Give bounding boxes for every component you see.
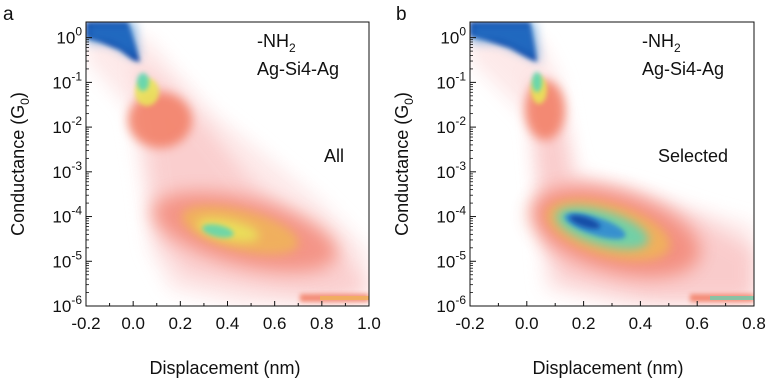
plateau-max-b <box>569 215 601 229</box>
x-axis-label-b: Displacement (nm) <box>532 358 683 378</box>
x-tick-label-b: 0.4 <box>629 314 653 333</box>
x-tick-label-a: -0.2 <box>71 314 100 333</box>
condition-label-b: Selected <box>658 146 728 166</box>
plateau-peak-a <box>202 224 234 238</box>
y-tick-label-a: 10-5 <box>52 248 82 271</box>
x-tick-label-a: 0.2 <box>169 314 193 333</box>
y-tick-label-b: 10-2 <box>436 114 466 137</box>
y-tick-label-b: 100 <box>440 25 466 48</box>
junction-label-b: Ag-Si4-Ag <box>642 59 724 79</box>
x-tick-label-b: 0.2 <box>572 314 596 333</box>
heatmap-a <box>86 22 369 306</box>
y-tick-label-a: 10-6 <box>52 293 82 316</box>
group-label-a: -NH2 <box>257 31 296 55</box>
y-tick-label-b: 10-6 <box>436 293 466 316</box>
panel-letter-b: b <box>396 4 407 25</box>
x-tick-label-a: 0.0 <box>121 314 145 333</box>
y-axis-b: 100 10-1 10-2 10-3 10-4 10-5 10-6 <box>436 25 476 316</box>
y-tick-label-b: 10-5 <box>436 248 466 271</box>
x-tick-label-b: 0.8 <box>742 314 766 333</box>
panel-letter-a: a <box>3 4 14 25</box>
y-axis-a: 100 10-1 10-2 10-3 10-4 10-5 10-6 <box>52 25 92 316</box>
contact-halo-a <box>86 22 140 60</box>
contact-halo-b <box>470 22 540 62</box>
panel-b: b -0.2 0.0 0.2 0.4 0.6 0.8 100 10-1 10-2 10-3 10-… <box>392 4 766 378</box>
x-tick-label-a: 0.4 <box>216 314 240 333</box>
y-axis-label-b: Conductance (G0) <box>392 92 416 236</box>
x-tick-label-a: 1.0 <box>357 314 381 333</box>
x-tick-label-a: 0.8 <box>310 314 334 333</box>
y-axis-label-a: Conductance (G0) <box>8 92 32 236</box>
panel-a: a -0.2 0.0 0.2 0.4 0.6 0.8 1.0 100 10-1 10-2 10-3… <box>3 4 381 378</box>
x-axis-label-a: Displacement (nm) <box>149 358 300 378</box>
baseline-band-core-a <box>320 296 369 300</box>
upper-plateau-peak-b <box>532 72 542 92</box>
x-tick-label-b: 0.6 <box>685 314 709 333</box>
group-label-b: -NH2 <box>642 31 681 55</box>
upper-plateau-a <box>128 92 192 148</box>
y-tick-label-a: 10-2 <box>52 114 82 137</box>
condition-label-a: All <box>324 146 344 166</box>
y-tick-label-a: 100 <box>56 25 82 48</box>
y-tick-label-b: 10-1 <box>436 69 466 92</box>
x-tick-label-a: 0.6 <box>263 314 287 333</box>
x-tick-label-b: 0.0 <box>515 314 539 333</box>
baseline-band-core-b <box>710 296 754 300</box>
y-tick-label-b: 10-4 <box>436 204 466 227</box>
x-tick-label-b: -0.2 <box>455 314 484 333</box>
y-tick-label-b: 10-3 <box>436 159 466 182</box>
y-tick-label-a: 10-4 <box>52 204 82 227</box>
y-tick-label-a: 10-3 <box>52 159 82 182</box>
upper-plateau-peak-a <box>137 73 149 91</box>
junction-label-a: Ag-Si4-Ag <box>257 59 339 79</box>
y-tick-label-a: 10-1 <box>52 69 82 92</box>
heatmap-b <box>470 22 754 306</box>
x-axis-b: -0.2 0.0 0.2 0.4 0.6 0.8 <box>455 301 766 333</box>
x-axis-a: -0.2 0.0 0.2 0.4 0.6 0.8 1.0 <box>71 301 381 333</box>
